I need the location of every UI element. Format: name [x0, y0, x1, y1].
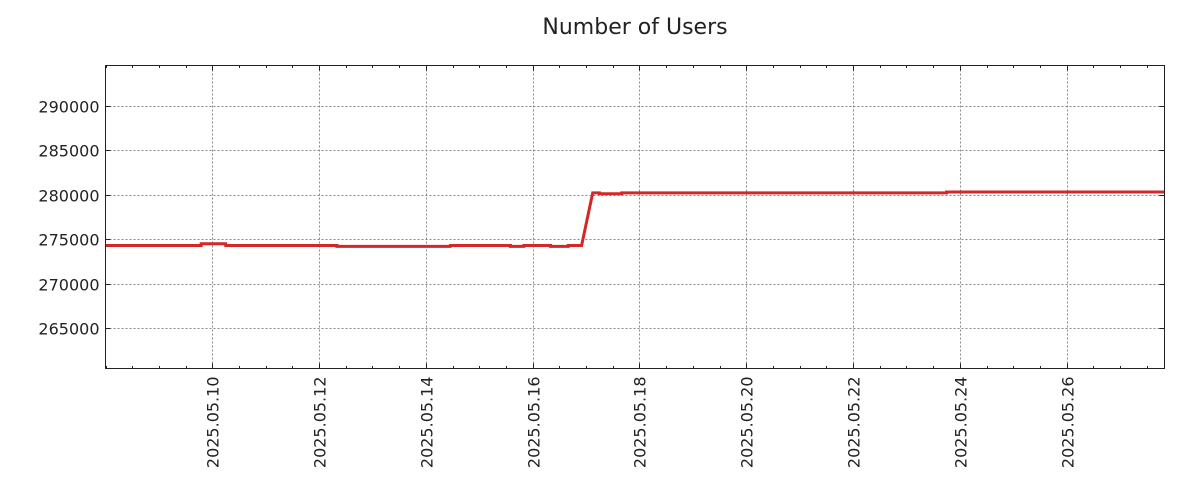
x-tick-label: 2025.05.24: [952, 377, 971, 469]
y-tick-label: 280000: [38, 187, 99, 206]
grid-layer: [105, 65, 1165, 369]
x-tick-label: 2025.05.20: [738, 377, 757, 469]
tick-layer: [105, 65, 1165, 369]
tick-label-layer: 265000 270000 275000 280000 285000 290000 2025…: [38, 98, 1077, 469]
y-tick-label: 290000: [38, 98, 99, 117]
series-layer: [105, 190, 1165, 248]
x-tick-label: 2025.05.26: [1059, 377, 1078, 469]
x-tick-label: 2025.05.10: [204, 377, 223, 469]
y-tick-label: 275000: [38, 231, 99, 250]
x-tick-label: 2025.05.18: [631, 377, 650, 469]
x-tick-label: 2025.05.22: [845, 377, 864, 469]
x-tick-label: 2025.05.14: [418, 377, 437, 469]
y-tick-label: 270000: [38, 276, 99, 295]
series-line: [105, 190, 1165, 248]
plot-frame: [105, 65, 1165, 369]
x-tick-label: 2025.05.16: [525, 377, 544, 469]
x-tick-label: 2025.05.12: [311, 377, 330, 469]
y-tick-label: 265000: [38, 320, 99, 339]
y-tick-label: 285000: [38, 142, 99, 161]
chart-title: Number of Users: [542, 15, 728, 40]
